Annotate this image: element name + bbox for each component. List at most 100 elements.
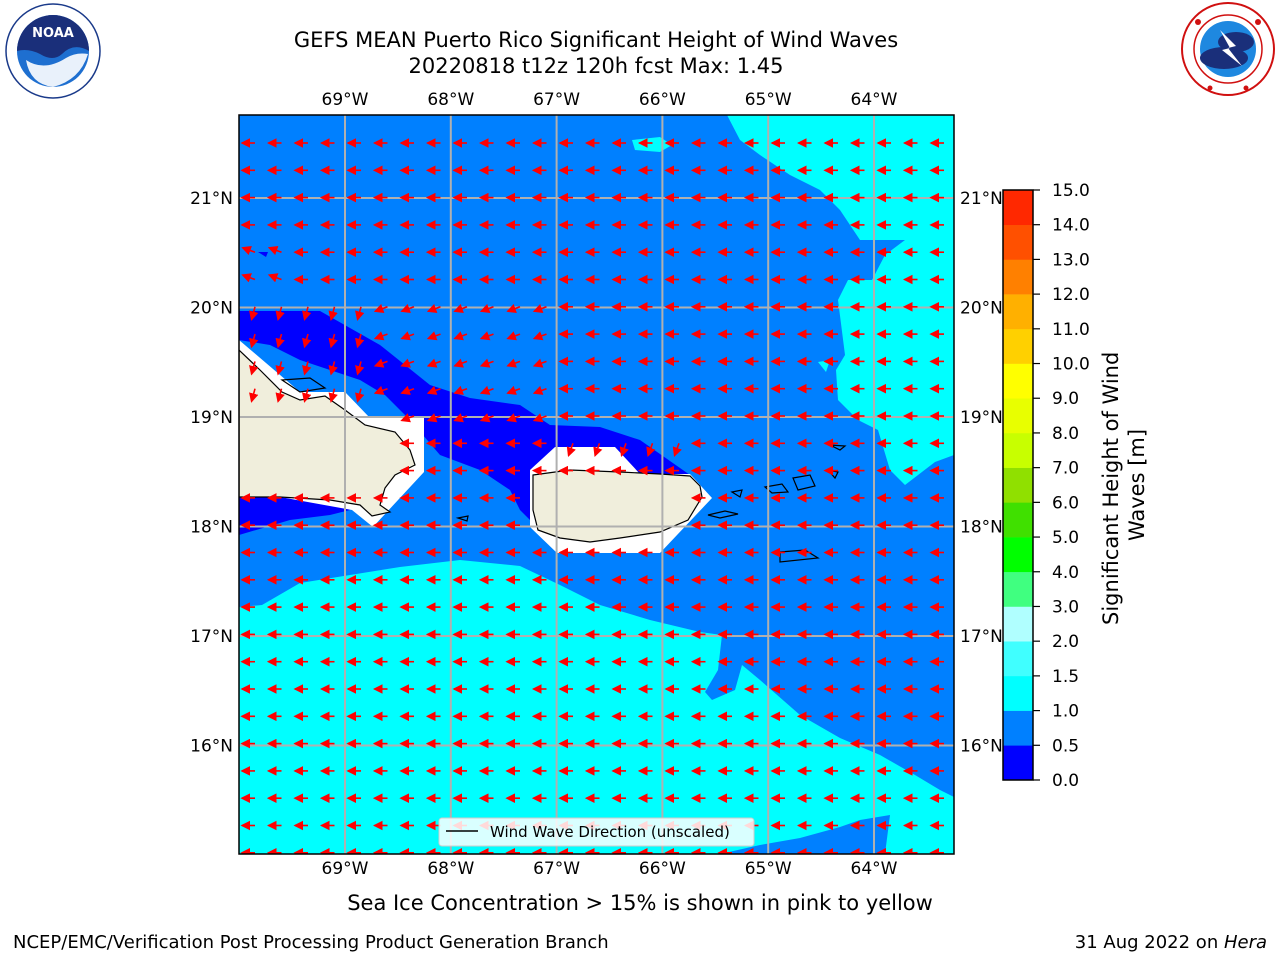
footer-date: 31 Aug 2022 on Hera: [1075, 932, 1267, 953]
wave-arrow: [453, 303, 468, 314]
colorbar-segment: [1003, 467, 1033, 503]
wave-arrow: [426, 303, 441, 314]
colorbar-segment: [1003, 294, 1033, 330]
colorbar-tick-label: 1.0: [1052, 702, 1079, 722]
wave-arrow: [566, 443, 576, 458]
wave-arrow: [373, 358, 388, 368]
wave-arrow: [672, 443, 682, 458]
lon-label-top: 65°W: [745, 90, 792, 110]
wave-arrow: [426, 358, 441, 368]
wave-arrow: [302, 333, 312, 349]
wave-arrow: [302, 388, 312, 403]
wave-arrow: [506, 331, 521, 341]
footer-credit: NCEP/EMC/Verification Post Processing Pr…: [13, 932, 609, 953]
lon-label-bottom: 66°W: [639, 859, 686, 879]
colorbar-tick-label: 14.0: [1052, 216, 1090, 236]
lat-label-left: 20°N: [190, 299, 233, 319]
wave-arrow: [275, 361, 285, 376]
wave-arrow: [479, 413, 494, 423]
wave-arrow: [506, 385, 521, 395]
wave-arrow: [453, 385, 468, 395]
lat-label-left: 21°N: [190, 189, 233, 209]
wave-arrow: [400, 303, 415, 314]
wave-arrow: [241, 245, 256, 256]
colorbar-segment: [1003, 745, 1033, 781]
colorbar-tick-label: 8.0: [1052, 424, 1079, 444]
colorbar-label-line2: Waves [m]: [1125, 429, 1149, 541]
lon-label-top: 68°W: [427, 90, 474, 110]
band-1.0-1.5-south: [239, 560, 954, 854]
lon-label-top: 67°W: [533, 90, 580, 110]
wave-arrow: [249, 333, 259, 349]
wave-arrow: [249, 361, 259, 376]
wave-arrow: [355, 388, 365, 403]
colorbar-tick-label: 13.0: [1052, 250, 1090, 270]
wave-arrow: [355, 306, 365, 321]
footer-host: Hera: [1223, 932, 1267, 953]
wave-arrow: [400, 358, 415, 368]
land-islets: [280, 377, 847, 563]
wave-arrow: [275, 333, 285, 349]
colorbar-tick-label: 6.0: [1052, 493, 1079, 513]
wave-arrow: [453, 358, 468, 368]
band-0.0-0.5-speck: [258, 252, 268, 257]
colorbar-tick-label: 1.5: [1052, 667, 1079, 687]
wave-arrow: [328, 388, 338, 403]
colorbar-label-line1: Significant Height of Wind: [1099, 352, 1123, 625]
wave-arrow: [619, 443, 629, 458]
wave-arrow: [532, 385, 547, 395]
lon-label-top: 69°W: [322, 90, 369, 110]
wave-arrow: [426, 385, 441, 395]
lon-label-top: 64°W: [851, 90, 898, 110]
axis-labels: 69°W 69°W 68°W 68°W 67°W 67°W 66°W 66°W 65°W 65°W…: [190, 90, 1003, 879]
wave-arrow: [373, 303, 388, 314]
noaa-logo-text: NOAA: [32, 26, 74, 41]
colorbar-segment: [1003, 224, 1033, 260]
lat-label-right: 21°N: [960, 189, 1003, 209]
lat-label-right: 16°N: [960, 737, 1003, 757]
wave-arrow: [267, 273, 282, 283]
wave-arrow: [302, 306, 312, 321]
lat-label-left: 17°N: [190, 627, 233, 647]
colorbar-segment: [1003, 502, 1033, 538]
colorbar-tick-label: 10.0: [1052, 355, 1090, 375]
colorbar-tick-label: 9.0: [1052, 389, 1079, 409]
land-puerto-rico: [532, 469, 703, 543]
lon-label-bottom: 64°W: [851, 859, 898, 879]
wave-arrow: [400, 413, 415, 423]
wave-arrow: [479, 303, 494, 314]
lat-label-right: 19°N: [960, 408, 1003, 428]
wave-arrow: [373, 385, 388, 395]
wave-arrow: [400, 331, 415, 341]
nws-logo-icon: [1181, 2, 1275, 96]
wave-arrow: [426, 331, 441, 341]
wave-arrow: [453, 331, 468, 341]
wave-arrow: [453, 413, 468, 423]
wave-arrow: [593, 443, 603, 458]
chart-title-line2: 20220818 t12z 120h fcst Max: 1.45: [408, 54, 784, 78]
wave-arrow: [506, 303, 521, 314]
map-frame: [238, 114, 955, 855]
lon-label-bottom: 68°W: [427, 859, 474, 879]
colorbar-segment: [1003, 675, 1033, 711]
lat-label-right: 20°N: [960, 299, 1003, 319]
sea-ice-caption: Sea Ice Concentration > 15% is shown in …: [347, 891, 933, 915]
wave-arrow: [479, 331, 494, 341]
colorbar-segment: [1003, 328, 1033, 364]
lat-label-left: 19°N: [190, 408, 233, 428]
colorbar-tick-label: 11.0: [1052, 320, 1090, 340]
lon-label-bottom: 69°W: [322, 859, 369, 879]
lon-label-bottom: 67°W: [533, 859, 580, 879]
map-legend: Wind Wave Direction (unscaled): [438, 817, 755, 847]
colorbar-tick-label: 12.0: [1052, 285, 1090, 305]
wave-arrow: [426, 413, 441, 423]
wave-arrow: [373, 331, 388, 341]
colorbar-segment: [1003, 190, 1033, 226]
wave-arrow: [267, 245, 282, 256]
colorbar-tick-label: 0.5: [1052, 736, 1079, 756]
lat-label-right: 17°N: [960, 627, 1003, 647]
legend-label: Wind Wave Direction (unscaled): [490, 823, 730, 841]
wave-arrow: [355, 361, 365, 376]
wave-arrow: [479, 358, 494, 368]
